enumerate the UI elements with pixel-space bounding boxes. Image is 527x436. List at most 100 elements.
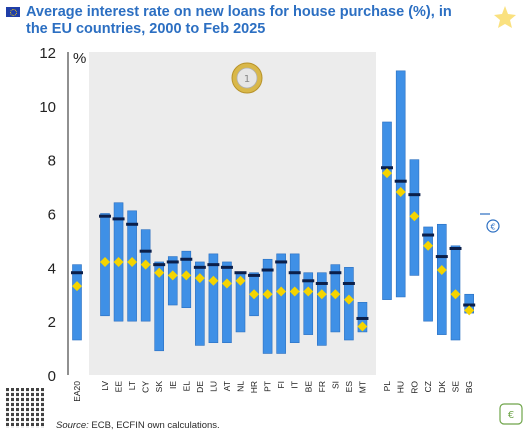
latest-marker-at [220, 265, 233, 269]
average-marker-lu [208, 275, 219, 286]
average-marker-pl [382, 168, 392, 179]
y-tick-label: 2 [48, 314, 56, 331]
y-tick-label: 0 [48, 368, 56, 385]
money-bag-icon: € [499, 403, 523, 425]
y-tick-label: 4 [48, 260, 56, 277]
average-marker-sk [154, 267, 165, 278]
x-tick-label-el: EL [181, 381, 191, 392]
x-tick-label-cy: CY [141, 381, 151, 393]
average-marker-el [181, 270, 192, 281]
average-marker-lt [127, 256, 138, 267]
euro-coin-icon: 1 [231, 62, 263, 94]
latest-marker-se [449, 246, 462, 250]
range-bar-it [289, 253, 300, 343]
x-tick-label-pl: PL [382, 381, 392, 392]
latest-marker-fi [275, 260, 288, 264]
range-bar-hu [395, 70, 406, 298]
average-marker-lv [100, 256, 110, 267]
latest-marker-el [180, 257, 193, 261]
latest-marker-be [302, 279, 315, 283]
x-tick-label-cz: CZ [423, 381, 433, 392]
svg-text:1: 1 [244, 74, 250, 85]
range-bar-pt [262, 258, 273, 354]
latest-markers [71, 166, 476, 320]
average-marker-fr [316, 289, 327, 300]
average-marker-nl [235, 275, 246, 286]
y-tick-label: 6 [48, 207, 56, 224]
average-marker-cz [423, 240, 434, 251]
x-tick-label-hu: HU [396, 381, 406, 393]
latest-marker-dk [435, 255, 448, 259]
range-bar-cz [423, 226, 433, 322]
average-marker-hu [395, 186, 406, 197]
x-tick-label-be: BE [303, 381, 313, 393]
y-tick-label: 8 [48, 153, 56, 170]
range-bar-fr [316, 272, 327, 346]
chart-title: Average interest rate on new loans for h… [26, 4, 452, 37]
average-marker-ie [167, 270, 178, 281]
average-marker-cy [140, 259, 151, 270]
average-marker-at [221, 278, 232, 289]
latest-marker-cz [422, 233, 435, 237]
title-row: Average interest rate on new loans for h… [6, 4, 476, 38]
x-tick-label-fi: FI [276, 381, 286, 389]
range-bar-lu [208, 253, 219, 343]
range-bar-cy [140, 229, 151, 322]
x-tick-label-ee: EE [114, 381, 124, 393]
x-tick-label-sk: SK [154, 381, 164, 393]
average-marker-be [303, 286, 314, 297]
x-tick-label-nl: NL [236, 381, 246, 392]
latest-marker-lt [126, 222, 139, 226]
x-tick-label-hr: HR [249, 381, 259, 393]
latest-marker-fr [315, 281, 328, 285]
average-marker-de [194, 273, 205, 284]
latest-marker-hr [248, 273, 261, 277]
svg-text:€: € [490, 223, 495, 232]
latest-marker-mt [356, 316, 369, 320]
average-markers [72, 168, 475, 332]
svg-text:€: € [508, 410, 514, 421]
x-tick-label-ro: RO [409, 381, 419, 394]
range-bar-at [222, 261, 232, 344]
range-bar-dk [436, 223, 447, 335]
range-bar-pl [382, 121, 392, 300]
x-tick-label-mt: MT [357, 381, 367, 393]
qr-code [6, 388, 46, 428]
x-tick-label-ie: IE [168, 381, 178, 389]
source-note: Source: ECB, ECFIN own calculations. [56, 420, 220, 431]
average-marker-pt [262, 289, 273, 300]
range-bar-be [303, 272, 314, 335]
latest-marker-lu [207, 263, 220, 267]
latest-marker-hu [394, 179, 407, 183]
average-marker-hr [249, 289, 260, 300]
x-tick-label-lv: LV [100, 381, 110, 391]
x-tick-label-si: SI [330, 381, 340, 389]
latest-marker-sk [153, 263, 166, 267]
latest-marker-ie [166, 260, 179, 264]
x-tick-labels: EA20 LV EE LT CY SK IE EL DE LU AT NL HR PT FI IT BE FR SI… [72, 381, 474, 402]
x-tick-label-ea20: EA20 [72, 381, 82, 402]
y-unit-label: % [73, 50, 86, 67]
source-text: ECB, ECFIN own calculations. [88, 420, 220, 431]
x-tick-label-dk: DK [437, 381, 447, 393]
y-tick-label: 10 [39, 99, 56, 116]
latest-marker-it [288, 271, 301, 275]
latest-marker-lv [99, 214, 111, 218]
range-bar-sk [154, 261, 164, 352]
range-bar-fi [276, 253, 286, 354]
average-marker-dk [436, 265, 447, 276]
x-tick-label-at: AT [222, 381, 232, 391]
average-marker-ee [113, 256, 124, 267]
x-tick-label-bg: BG [464, 381, 474, 393]
y-tick-label: 12 [39, 45, 56, 62]
average-marker-ro [409, 211, 420, 222]
latest-marker-pl [381, 166, 393, 170]
average-marker-si [330, 289, 341, 300]
range-bar-ea20 [72, 264, 82, 341]
group-gap [376, 52, 380, 375]
x-tick-label-lt: LT [127, 381, 137, 390]
y-tick-labels: 0 2 4 6 8 10 12 [39, 45, 56, 385]
latest-marker-es [342, 281, 355, 285]
sparkle-star-icon [494, 6, 516, 28]
